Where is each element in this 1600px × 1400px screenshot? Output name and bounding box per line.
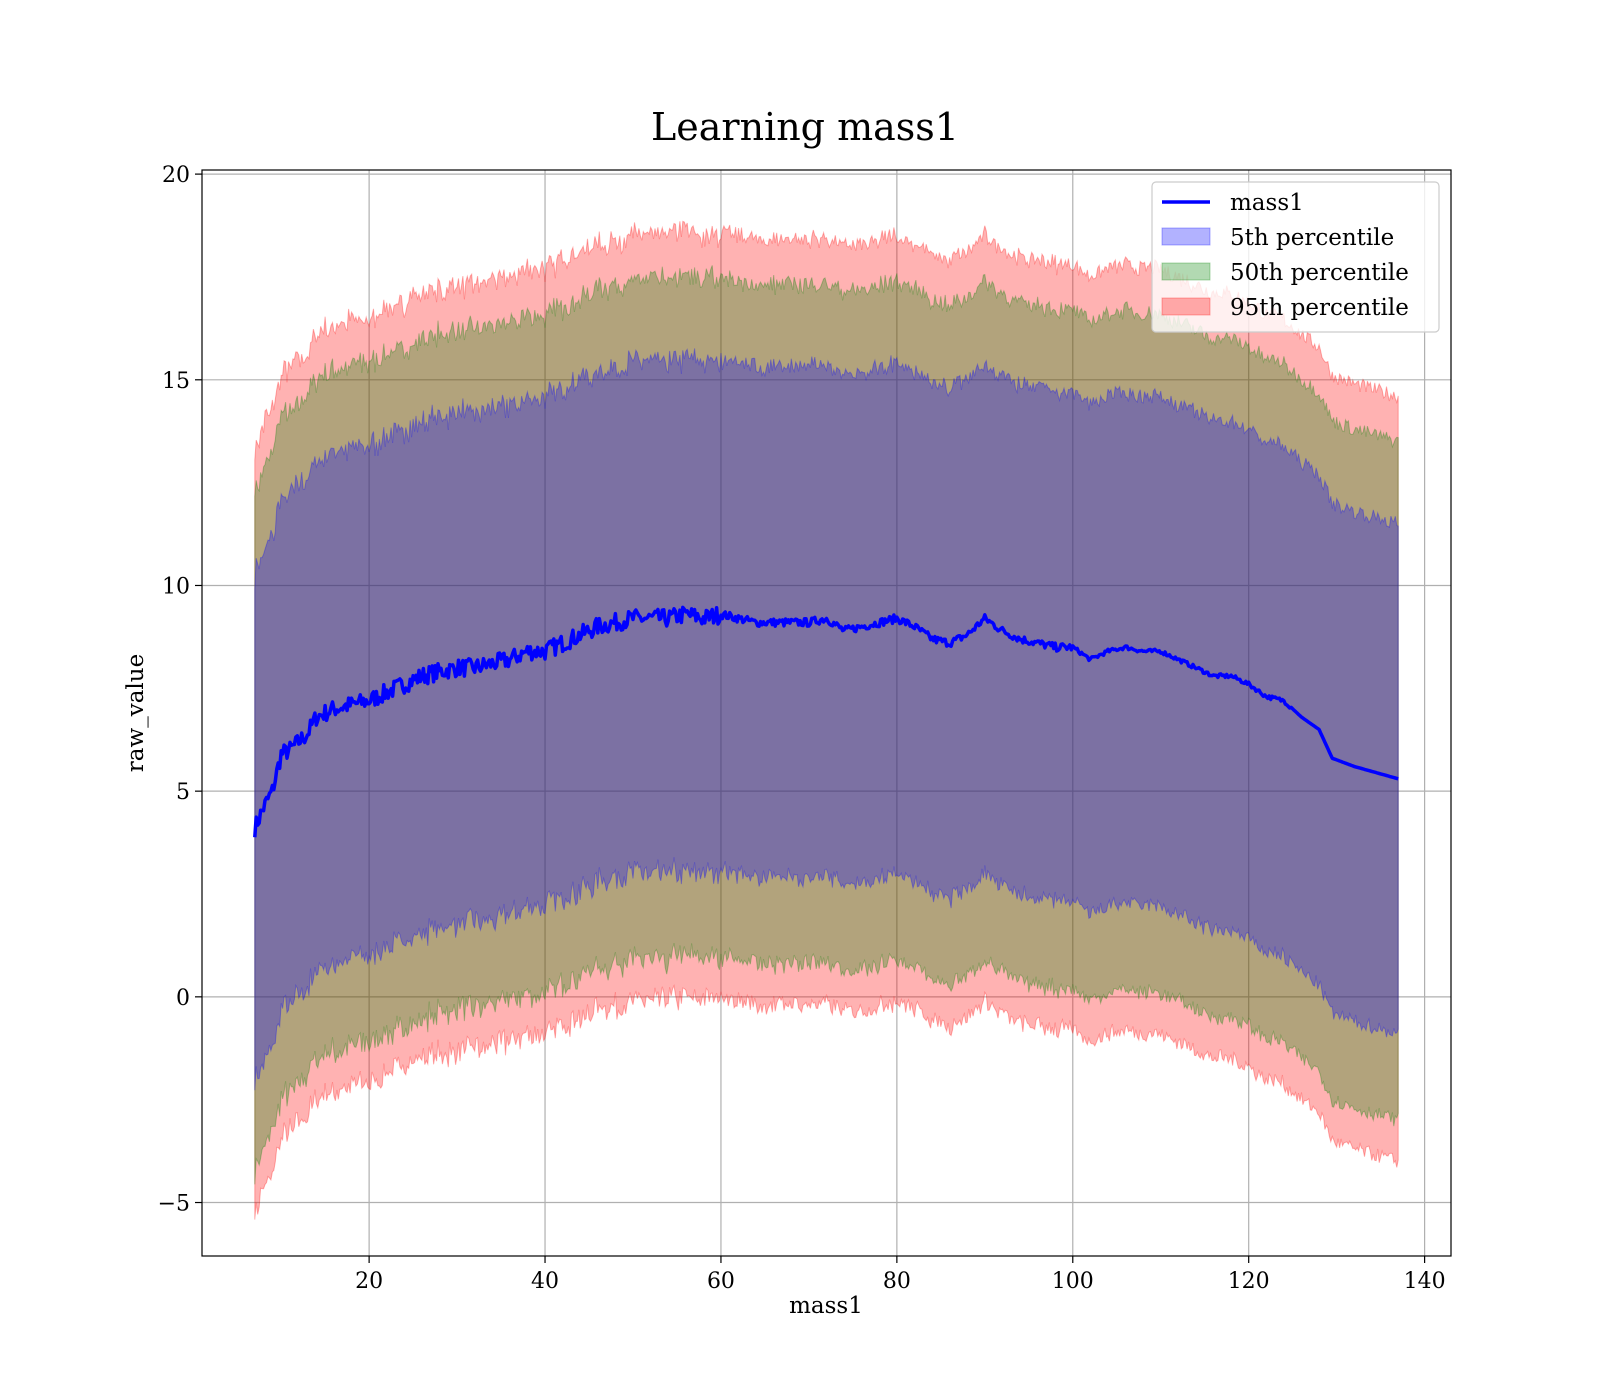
gridlines (202, 170, 1451, 1256)
legend: mass1 5th percentile 50th percentile 95t… (1151, 181, 1440, 333)
y-axis-label: raw_value (123, 654, 149, 772)
band-95th-percentile (254, 220, 1399, 1220)
plot-background (202, 170, 1451, 1256)
x-tick-label: 80 (883, 1269, 911, 1294)
legend-swatch-50th (1161, 262, 1211, 281)
y-tick-label: 5 (176, 780, 190, 805)
y-tick-label: 20 (162, 163, 190, 188)
mass1-line (253, 605, 1399, 838)
legend-label-50th: 50th percentile (1230, 260, 1409, 286)
percentile-bands (254, 220, 1399, 1220)
legend-box (1151, 181, 1440, 333)
legend-swatch-95th (1161, 297, 1211, 316)
plot-frame (201, 169, 1452, 1257)
legend-label-95th: 95th percentile (1230, 295, 1409, 321)
y-tick-label: −5 (158, 1192, 190, 1217)
legend-label-mass1: mass1 (1230, 190, 1304, 216)
plot-area (201, 169, 1452, 1257)
legend-label-5th: 5th percentile (1230, 225, 1394, 251)
band-5th-percentile (254, 348, 1399, 1091)
y-tick-label: 10 (162, 574, 190, 599)
x-tick-label: 40 (531, 1269, 559, 1294)
y-axis-ticks: −5 0 5 10 15 20 (158, 163, 202, 1217)
x-tick-label: 60 (707, 1269, 735, 1294)
x-axis-ticks: 20 40 60 80 100 120 140 (355, 1256, 1446, 1294)
y-tick-label: 0 (176, 986, 190, 1011)
x-tick-label: 20 (355, 1269, 383, 1294)
x-tick-label: 120 (1228, 1269, 1270, 1294)
x-tick-label: 140 (1404, 1269, 1446, 1294)
chart-title: Learning mass1 (651, 105, 959, 149)
x-tick-label: 100 (1052, 1269, 1094, 1294)
band-50th-percentile (254, 265, 1399, 1185)
legend-swatch-5th (1161, 227, 1211, 246)
x-axis-label: mass1 (789, 1293, 863, 1319)
y-tick-label: 15 (162, 369, 190, 394)
